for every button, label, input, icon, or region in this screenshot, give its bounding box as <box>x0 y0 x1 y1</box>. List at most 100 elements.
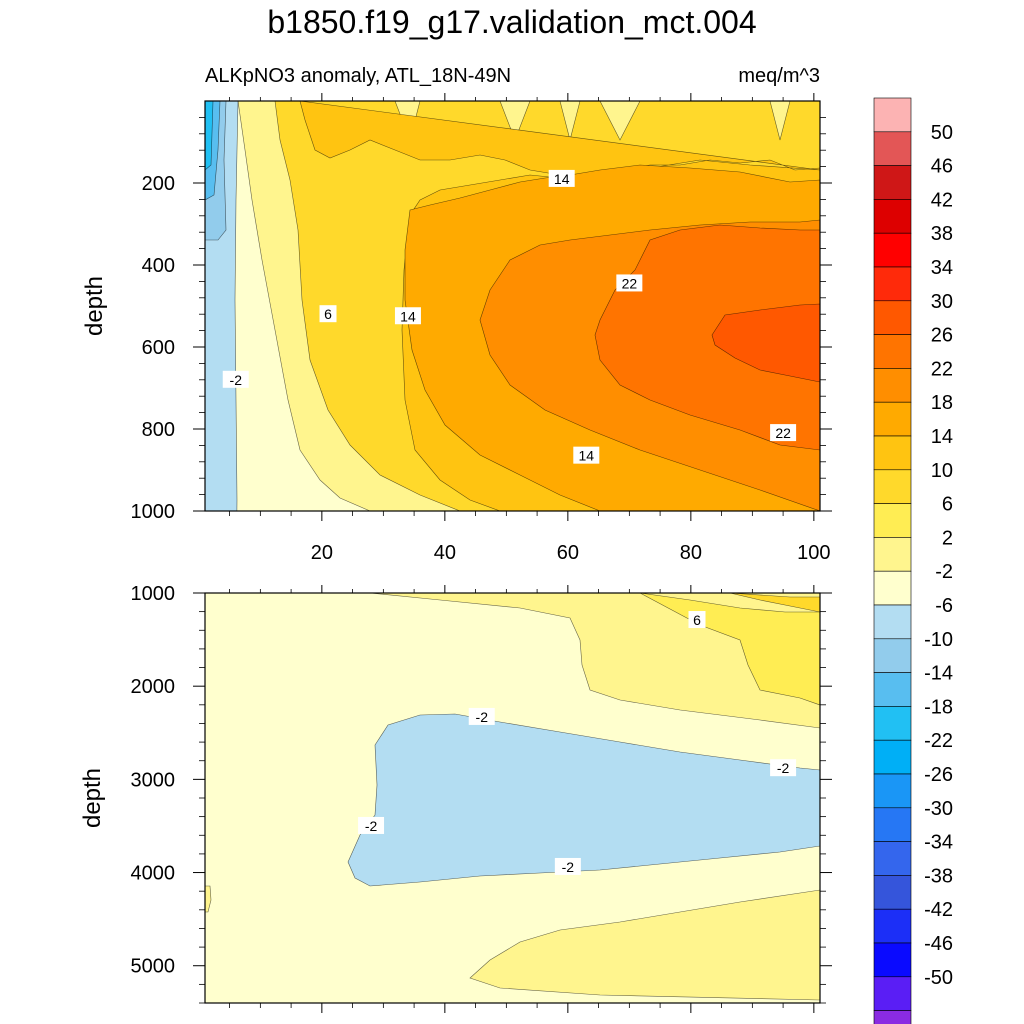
top-y-tick-label: 200 <box>142 173 175 195</box>
top-fill-level-minus14-minus18 <box>205 101 214 171</box>
svg-text:-2: -2 <box>365 818 378 834</box>
top-contour-label: 14 <box>548 169 575 187</box>
bottom-fill-level-6-10 <box>639 593 820 706</box>
svg-text:-2: -2 <box>230 372 243 388</box>
colorbar-label: 10 <box>931 460 953 482</box>
bottom-fill-level-2-6-lower <box>469 889 820 1001</box>
colorbar-label: 6 <box>942 494 953 516</box>
top-x-axis: 20 40 60 80 100 <box>229 93 831 564</box>
bottom-fill-level-minus2-minus6 <box>347 713 820 887</box>
top-y-tick-label: 800 <box>142 419 175 441</box>
top-fill-level-26-30 <box>594 224 820 451</box>
bottom-y-tick-label: 3000 <box>131 769 176 791</box>
colorbar-label: -34 <box>924 832 953 854</box>
top-y-tick-label: 600 <box>142 337 175 359</box>
svg-text:6: 6 <box>693 612 701 628</box>
top-y-tick-label: 400 <box>142 255 175 277</box>
colorbar-swatch <box>873 739 912 775</box>
bottom-contour-label: -2 <box>770 759 797 777</box>
bottom-contour-labels: 6 -2 -2 -2 -2 <box>358 611 797 875</box>
colorbar-label: -6 <box>935 595 953 617</box>
bottom-y-tick-label: 2000 <box>131 676 176 698</box>
colorbar-swatch <box>873 773 912 809</box>
svg-text:14: 14 <box>579 448 595 464</box>
top-contour-label: 14 <box>573 446 600 464</box>
colorbar-label: -14 <box>924 663 953 685</box>
colorbar-swatch <box>873 672 912 707</box>
top-x-tick-label: 100 <box>797 542 830 564</box>
colorbar-swatch <box>873 604 912 640</box>
colorbar-swatch <box>873 841 912 876</box>
bottom-y-axis-label: depth <box>79 768 106 828</box>
top-y-tick-label: 1000 <box>131 501 176 523</box>
top-contour-label: 22 <box>770 424 797 442</box>
colorbar-label: -26 <box>924 764 953 786</box>
colorbar-swatch <box>873 469 912 504</box>
bottom-y-tick-label: 4000 <box>131 863 176 885</box>
bottom-fill-left-edge-sliver <box>205 885 212 913</box>
colorbar-swatch <box>873 97 912 133</box>
top-y-axis: 200 400 600 800 1000 <box>131 117 832 523</box>
top-contour-label: -2 <box>222 370 249 388</box>
colorbar-swatch <box>873 401 912 437</box>
colorbar-label: -42 <box>924 899 953 921</box>
colorbar-swatch <box>873 942 912 978</box>
bottom-contour-label: 6 <box>688 611 706 629</box>
colorbar-swatch <box>873 503 912 538</box>
colorbar-swatch <box>873 706 912 741</box>
colorbar-label: 42 <box>931 189 953 211</box>
svg-text:-2: -2 <box>777 760 790 776</box>
colorbar-label: 50 <box>931 122 953 144</box>
colorbar-swatch <box>873 368 912 403</box>
top-x-tick-label: 60 <box>557 542 579 564</box>
colorbar-swatch <box>873 537 912 572</box>
colorbar-swatch <box>873 570 912 606</box>
top-subtitle-right: meq/m^3 <box>738 65 820 87</box>
svg-text:-2: -2 <box>476 709 489 725</box>
colorbar-label: 14 <box>931 426 953 448</box>
colorbar-label: 26 <box>931 325 953 347</box>
top-contour-label: 6 <box>319 305 337 323</box>
top-contour-labels: 14 22 6 14 -2 22 14 <box>222 169 797 464</box>
top-panel: ALKpNO3 anomaly, ATL_18N-49N meq/m^3 dep… <box>81 65 832 564</box>
bottom-contour-label: -2 <box>554 857 581 875</box>
colorbar-label: -10 <box>924 629 953 651</box>
page-title: b1850.f19_g17.validation_mct.004 <box>267 4 757 40</box>
svg-text:6: 6 <box>324 306 332 322</box>
bottom-panel: depth 6 -2 -2 -2 -2 1000 2000 3000 4000 5000 <box>79 583 832 1013</box>
bottom-y-axis: 1000 2000 3000 4000 5000 <box>131 583 832 1004</box>
colorbar-label: 22 <box>931 358 953 380</box>
colorbar-label: 18 <box>931 392 953 414</box>
colorbar-label: 2 <box>942 527 953 549</box>
colorbar-swatch <box>873 266 912 302</box>
colorbar-label: -30 <box>924 798 953 820</box>
top-contour-label: 14 <box>394 307 421 325</box>
colorbar-swatch <box>873 334 912 369</box>
top-x-tick-label: 40 <box>434 542 456 564</box>
top-plot-frame <box>204 100 821 512</box>
colorbar-label: -2 <box>935 561 953 583</box>
top-subtitle-left: ALKpNO3 anomaly, ATL_18N-49N <box>205 65 511 87</box>
colorbar-swatch <box>873 1010 912 1024</box>
colorbar-swatch <box>873 232 912 268</box>
colorbar-swatch <box>873 976 912 1011</box>
bottom-x-axis <box>229 585 815 1013</box>
svg-text:22: 22 <box>775 425 791 441</box>
colorbar-swatch <box>873 199 912 234</box>
top-fill-level-30-34 <box>711 303 820 383</box>
colorbar-swatch <box>873 908 912 944</box>
top-y-axis-label: depth <box>81 276 108 336</box>
colorbar-label: -46 <box>924 933 953 955</box>
colorbar-swatch <box>873 300 912 335</box>
colorbar-swatch <box>873 131 912 166</box>
colorbar-swatch <box>873 807 912 842</box>
bottom-contour-label: -2 <box>468 707 495 725</box>
svg-text:-2: -2 <box>562 859 575 875</box>
colorbar-swatch <box>873 165 912 200</box>
colorbar-swatch <box>873 435 912 471</box>
colorbar-label: 34 <box>931 257 953 279</box>
colorbar-label: 30 <box>931 291 953 313</box>
svg-text:14: 14 <box>400 308 416 324</box>
colorbar-label: -38 <box>924 865 953 887</box>
